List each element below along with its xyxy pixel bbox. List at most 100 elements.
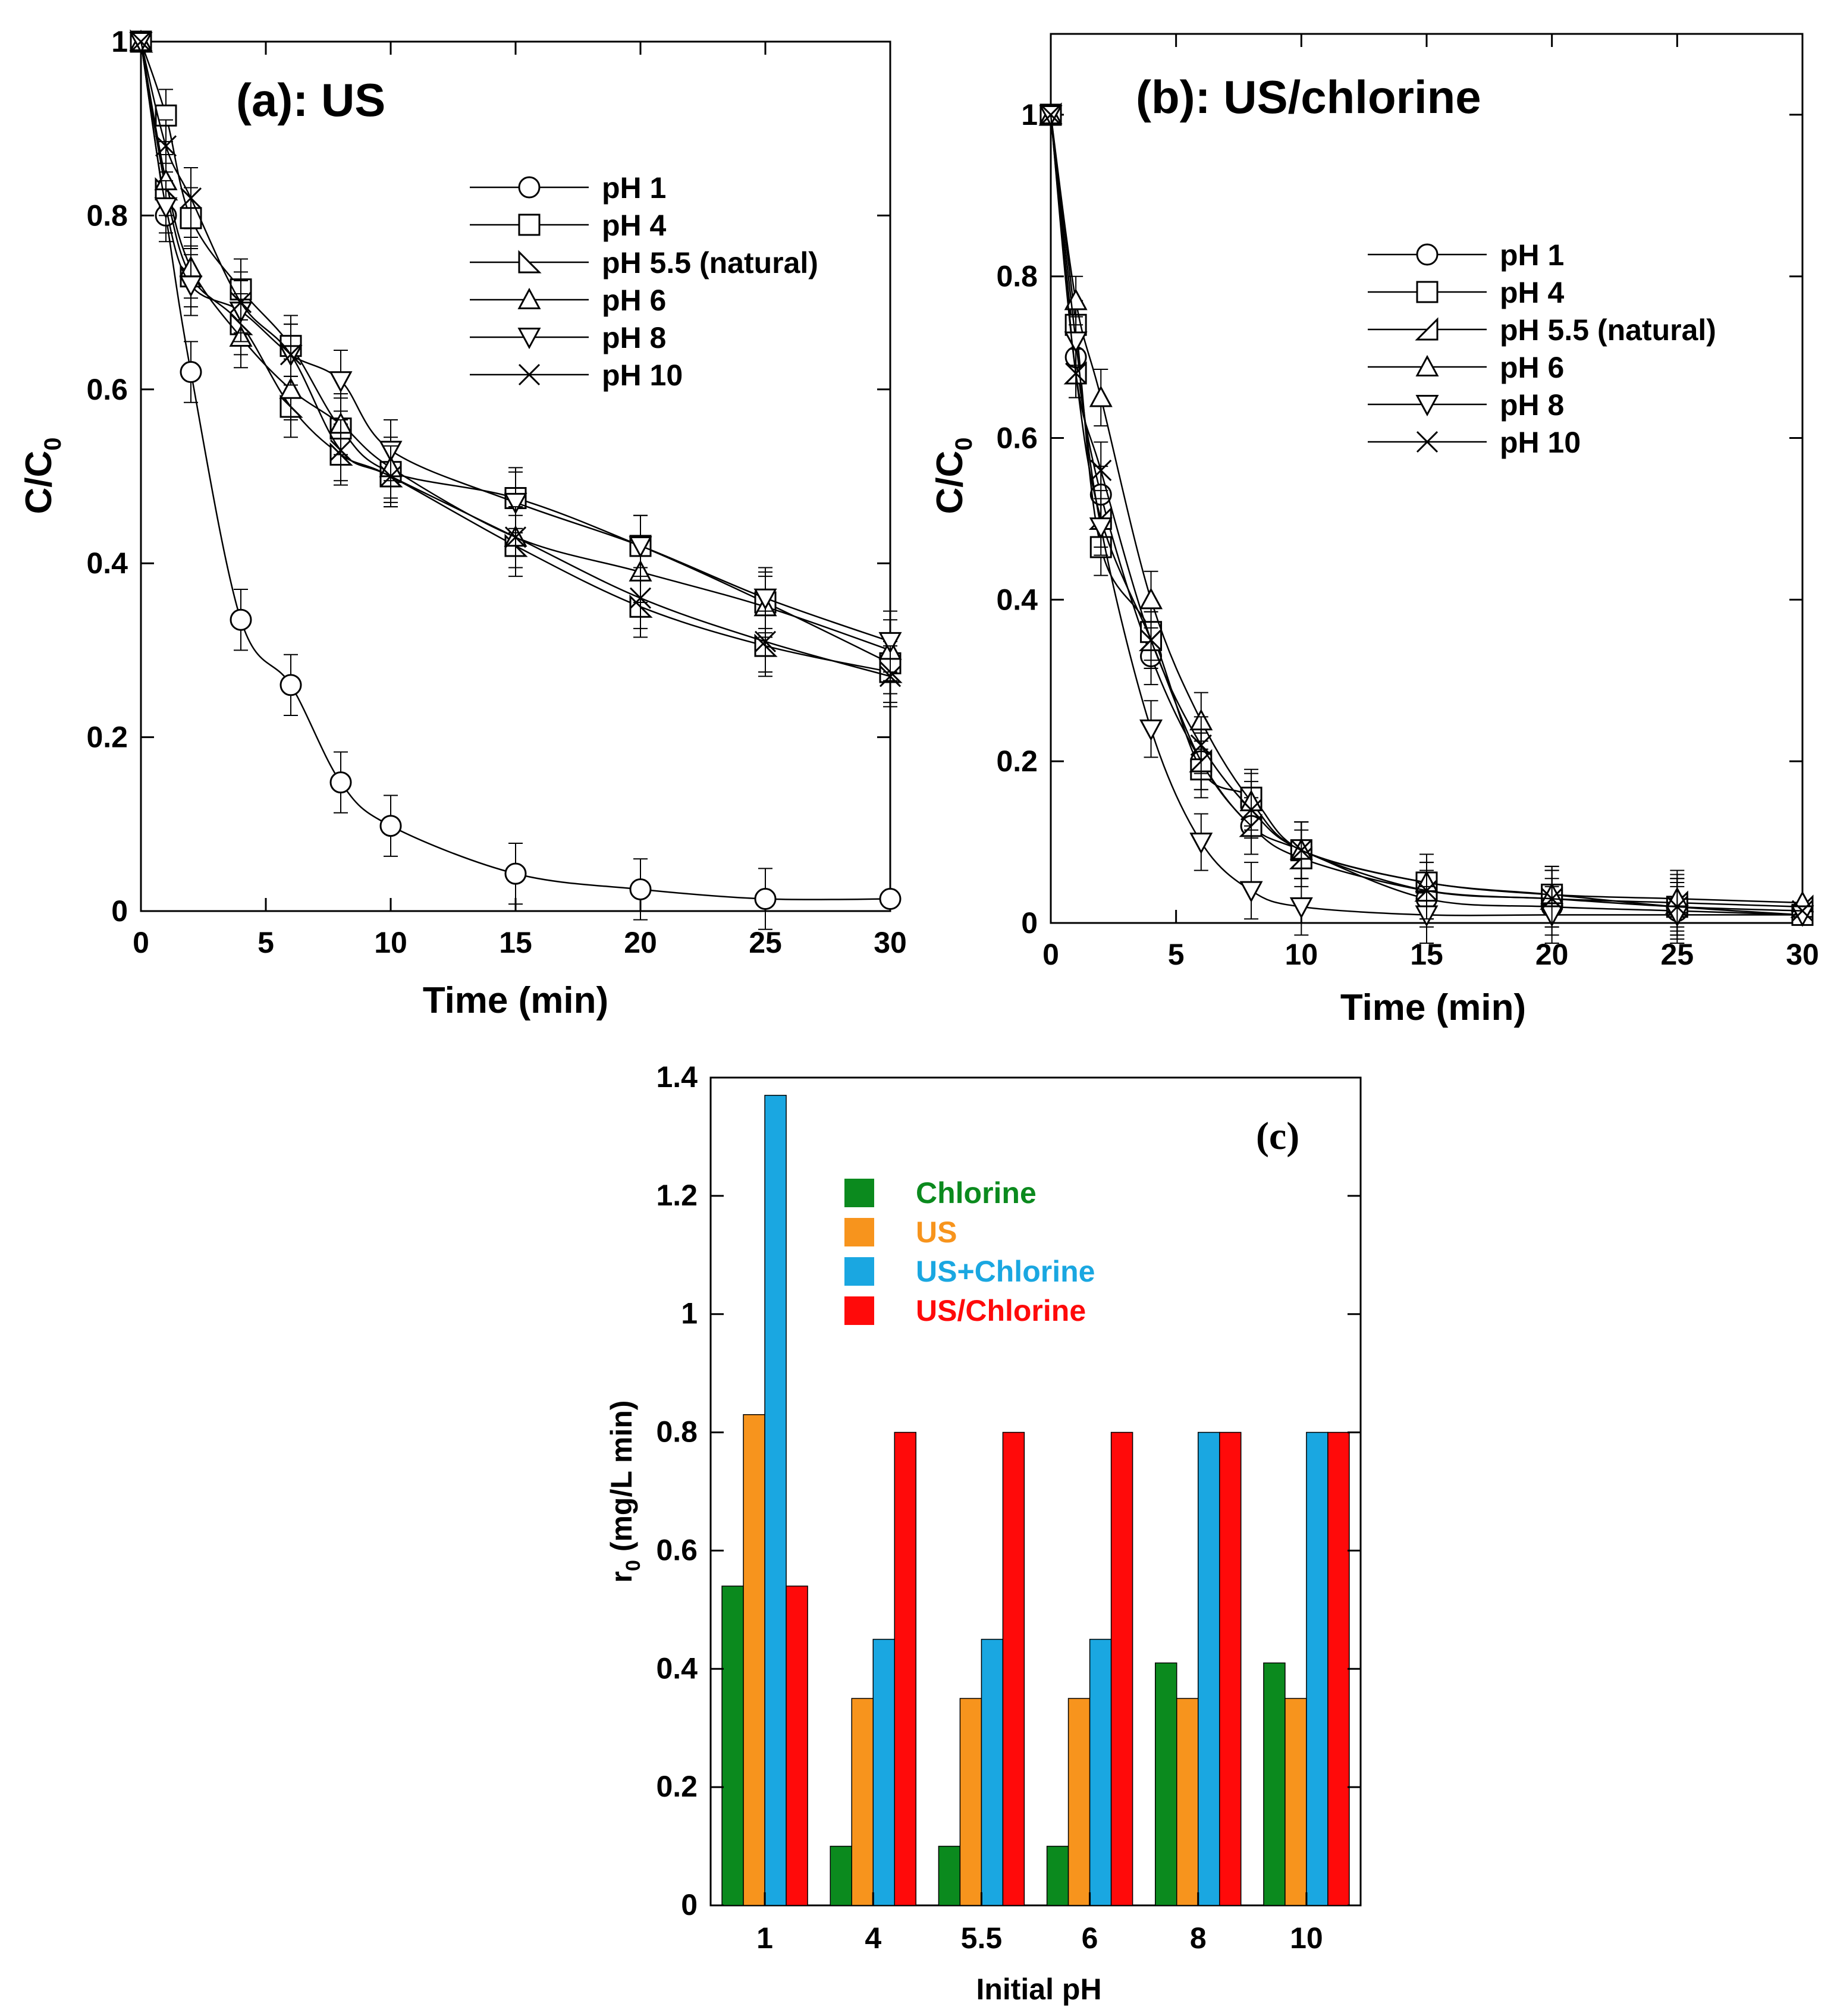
b-legend-marker-1: [1416, 281, 1439, 303]
a-series-0-point-5: [329, 771, 352, 794]
a-series-5-point-2: [180, 187, 202, 209]
a-ytick-label-5: 1: [111, 25, 128, 58]
a-series-5-point-8: [629, 587, 652, 609]
b-legend-marker-4: [1415, 395, 1439, 417]
b-xtick-label-6: 30: [1786, 938, 1819, 971]
panel-a-ylabel-sub: 0: [40, 437, 66, 450]
panel-a-title: (a): US: [236, 74, 385, 126]
c-ytick-label-5: 1: [681, 1297, 698, 1330]
a-xtick-label-1: 5: [257, 926, 274, 959]
panel-c-ylabel-main: r: [605, 1571, 638, 1582]
b-ytick-label-4: 0.8: [996, 260, 1038, 293]
a-series-4-point-2: [179, 275, 203, 297]
b-ytick-label-3: 0.6: [996, 422, 1038, 455]
c-bar-us-chlorine-5: [1306, 1431, 1329, 1906]
a-legend-marker-5: [518, 363, 541, 386]
c-bar-us-chlorine-4: [1198, 1431, 1220, 1906]
a-legend-marker-4: [517, 328, 541, 350]
c-bar-chlorine-2: [938, 1845, 961, 1906]
b-series-4-point-2: [1089, 517, 1113, 539]
b-series-5-point-9: [1666, 896, 1688, 918]
a-series-0-line: [140, 41, 891, 900]
a-series-5-point-7: [504, 526, 527, 548]
a-series-0-point-7: [504, 862, 527, 885]
b-series-2-line: [1050, 114, 1803, 908]
b-xtick-label-0: 0: [1042, 938, 1059, 971]
a-series-0-point-4: [279, 674, 302, 696]
c-bar-chlorine-4: [1155, 1662, 1177, 1906]
panel-a-ylabel-main: C/C: [18, 451, 59, 514]
b-legend-label-2: pH 5.5 (natural): [1500, 313, 1716, 347]
b-legend-label-0: pH 1: [1500, 238, 1564, 272]
b-legend-marker-0: [1416, 243, 1439, 266]
b-series-4-point-1: [1064, 331, 1088, 353]
a-series-0-point-10: [879, 888, 902, 910]
a-legend-label-5: pH 10: [602, 359, 683, 392]
panel-c-xlabel: Initial pH: [976, 1973, 1101, 2006]
b-series-5-point-4: [1190, 734, 1212, 756]
c-ytick-label-6: 1.2: [656, 1179, 698, 1212]
panel-c-bar-chart: 0 0.2 0.4 0.6 0.8 1 1.2 1.4 1 4 5.5 6 8 10 Chlorine US…: [605, 1060, 1362, 2006]
c-bar-us-chlorine-5: [1327, 1431, 1350, 1906]
a-series-0-point-9: [754, 888, 777, 910]
c-bar-us-chlorine-1: [872, 1638, 895, 1906]
a-ytick-label-2: 0.4: [86, 547, 128, 580]
a-xtick-label-4: 20: [624, 926, 657, 959]
a-series-5-point-10: [879, 665, 902, 687]
panel-c-legend: Chlorine US US+Chlorine US/Chlorine: [844, 1176, 1095, 1327]
a-series-5: [130, 30, 902, 708]
panel-a-ylabel: C/C0: [18, 437, 66, 514]
panel-b-series: [1038, 102, 1814, 944]
a-series-5-point-4: [279, 344, 302, 366]
panel-b-ylabel: C/C0: [929, 437, 977, 514]
c-bar-us-1: [851, 1698, 874, 1906]
a-ytick-label-3: 0.6: [86, 373, 128, 406]
b-ytick-label-0: 0: [1021, 906, 1038, 940]
c-legend-swatch-2: [844, 1257, 874, 1286]
b-series-3-point-2: [1089, 385, 1113, 407]
a-series-1-line: [140, 41, 891, 664]
b-series-4-point-3: [1139, 719, 1163, 741]
c-xtick-label-3: 6: [1082, 1921, 1098, 1955]
b-series-3: [1039, 102, 1814, 928]
a-xtick-label-3: 15: [499, 926, 532, 959]
c-bar-us-chlorine-0: [764, 1095, 787, 1906]
c-bar-chlorine-3: [1046, 1845, 1069, 1906]
a-series-4-line: [140, 41, 891, 642]
c-bar-chlorine-0: [721, 1585, 744, 1906]
c-ytick-label-7: 1.4: [656, 1060, 698, 1094]
a-xtick-label-0: 0: [133, 926, 149, 959]
c-bar-us-chlorine-2: [1002, 1431, 1025, 1906]
c-xtick-label-2: 5.5: [961, 1921, 1003, 1955]
a-series-4-point-8: [629, 536, 652, 558]
c-xtick-label-4: 8: [1190, 1921, 1207, 1955]
panel-c-frame: [709, 1076, 1362, 1907]
c-bar-us-chlorine-3: [1110, 1431, 1133, 1906]
a-ytick-label-4: 0.8: [86, 199, 128, 232]
c-bar-chlorine-5: [1263, 1662, 1286, 1906]
a-series-4-point-10: [878, 632, 902, 654]
b-series-5-point-3: [1140, 629, 1162, 651]
b-series-3-line: [1050, 114, 1803, 904]
c-bar-us-chlorine-1: [894, 1431, 916, 1906]
b-series-2: [1038, 102, 1814, 932]
panel-c-ticks: 0 0.2 0.4 0.6 0.8 1 1.2 1.4 1 4 5.5 6 8 10: [656, 1060, 1361, 1955]
panel-b-ylabel-sub: 0: [951, 437, 977, 450]
b-series-4-point-6: [1289, 897, 1313, 919]
c-bar-us-chlorine-2: [981, 1638, 1004, 1906]
b-series-4-line: [1050, 114, 1802, 916]
panel-c-ylabel-sub: 0: [622, 1560, 645, 1571]
a-series-5-point-3: [230, 291, 252, 313]
a-series-1: [130, 30, 902, 695]
a-series-3: [129, 29, 902, 682]
a-series-3-point-4: [279, 377, 303, 399]
b-series-4-point-4: [1189, 833, 1213, 855]
c-legend-label-1: US: [916, 1216, 957, 1249]
c-ytick-label-2: 0.4: [656, 1651, 698, 1685]
b-series-1-line: [1050, 114, 1803, 916]
panel-a-legend: pH 1 pH 4 pH 5.5 (natural) pH 6 pH 8 pH 10: [470, 171, 818, 392]
panel-a-series: [129, 29, 903, 930]
c-legend-swatch-3: [844, 1296, 874, 1325]
